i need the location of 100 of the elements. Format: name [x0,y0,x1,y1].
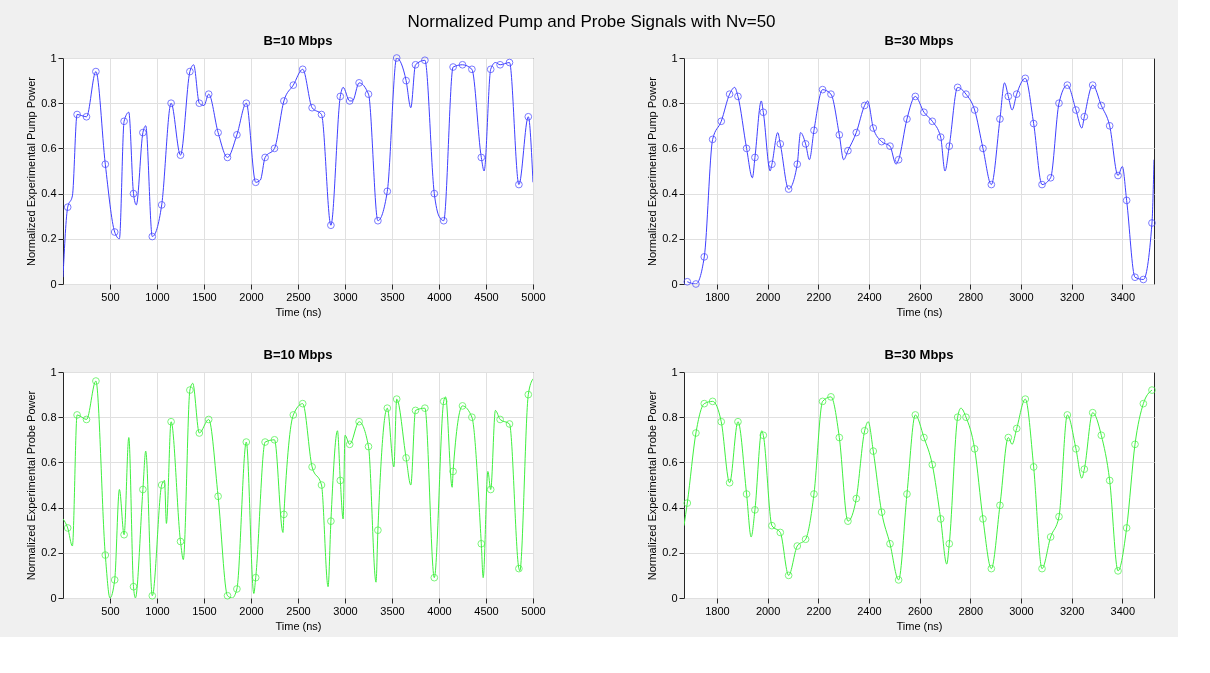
point [1088,81,1097,89]
y-tick-label: 0.6 [41,141,57,154]
point [683,499,692,507]
point [402,454,410,462]
point [383,187,392,196]
y-tick-label: 1 [671,51,678,64]
point [392,395,401,403]
point [82,112,91,121]
point [486,485,495,494]
y-axis-title: Normalized Experimental Probe Power [646,390,659,581]
x-tick-label: 500 [101,290,120,303]
x-tick-label: 2600 [907,604,933,617]
point [289,81,298,89]
x-tick-label: 2500 [286,290,311,303]
y-tick-label: 0 [671,277,678,290]
point [327,517,335,526]
point [383,404,392,413]
point [911,411,920,419]
point [1046,533,1055,541]
point [734,92,742,101]
point [717,117,726,126]
y-tick-label: 0.6 [41,455,57,468]
point [801,140,810,148]
point [742,490,751,498]
y-tick-label: 1 [50,365,57,378]
chart-title: B=30 Mbps [884,347,954,362]
y-tick-label: 0.4 [41,501,57,514]
point [308,103,316,112]
y-tick-label: 0.4 [662,187,678,200]
point [877,508,886,516]
x-tick-label: 1000 [145,604,170,617]
point [869,124,878,132]
point [439,397,448,406]
point [827,90,835,99]
y-tick-label: 0.4 [662,501,678,514]
point [759,431,768,440]
y-tick-label: 0.6 [662,455,678,468]
point [364,442,373,451]
point [953,413,962,422]
point [496,60,504,69]
point [844,146,852,155]
point [692,280,700,288]
x-tick-label: 2500 [286,604,311,617]
point [1148,219,1156,227]
point [1080,112,1089,121]
point [251,573,260,582]
point [979,144,987,153]
point [139,128,147,137]
point [979,515,987,523]
x-tick-label: 2000 [755,604,781,617]
point [1131,440,1139,449]
point [186,67,194,76]
point [886,539,894,548]
point [987,180,996,189]
point [261,153,269,162]
x-tick-label: 1500 [192,290,217,303]
point [852,494,861,503]
point [692,429,700,437]
point [242,99,251,108]
x-tick-label: 2800 [958,290,984,303]
y-tick-label: 0 [50,591,57,604]
point [73,411,81,419]
point [73,110,81,119]
point [468,65,476,74]
point [176,537,185,546]
x-tick-label: 2400 [857,604,882,617]
point [204,415,213,424]
point [776,528,785,537]
chart-title: B=10 Mbps [263,33,333,48]
point [801,535,810,544]
point [869,447,878,455]
point [458,60,467,69]
point [945,539,954,548]
point [468,413,476,422]
point [962,413,970,422]
point [734,417,742,426]
point [1097,431,1106,440]
point [717,417,726,426]
y-tick-label: 0 [671,591,678,604]
point [317,481,326,489]
point [458,402,467,410]
y-tick-label: 0.2 [41,546,57,559]
point [449,467,457,476]
y-tick-label: 0.8 [41,96,57,109]
point [911,92,920,101]
point [852,128,861,137]
point [818,85,827,94]
x-axis-title: Time (ns) [275,619,322,632]
point [355,417,363,426]
point [289,411,298,419]
y-tick-label: 0.6 [662,141,678,154]
x-tick-label: 3000 [333,290,358,303]
point [886,142,894,150]
point [336,476,345,485]
point [148,232,157,241]
point [818,397,827,406]
x-tick-label: 2600 [907,290,933,303]
point [129,582,138,591]
point [477,153,486,162]
point [1021,74,1030,83]
